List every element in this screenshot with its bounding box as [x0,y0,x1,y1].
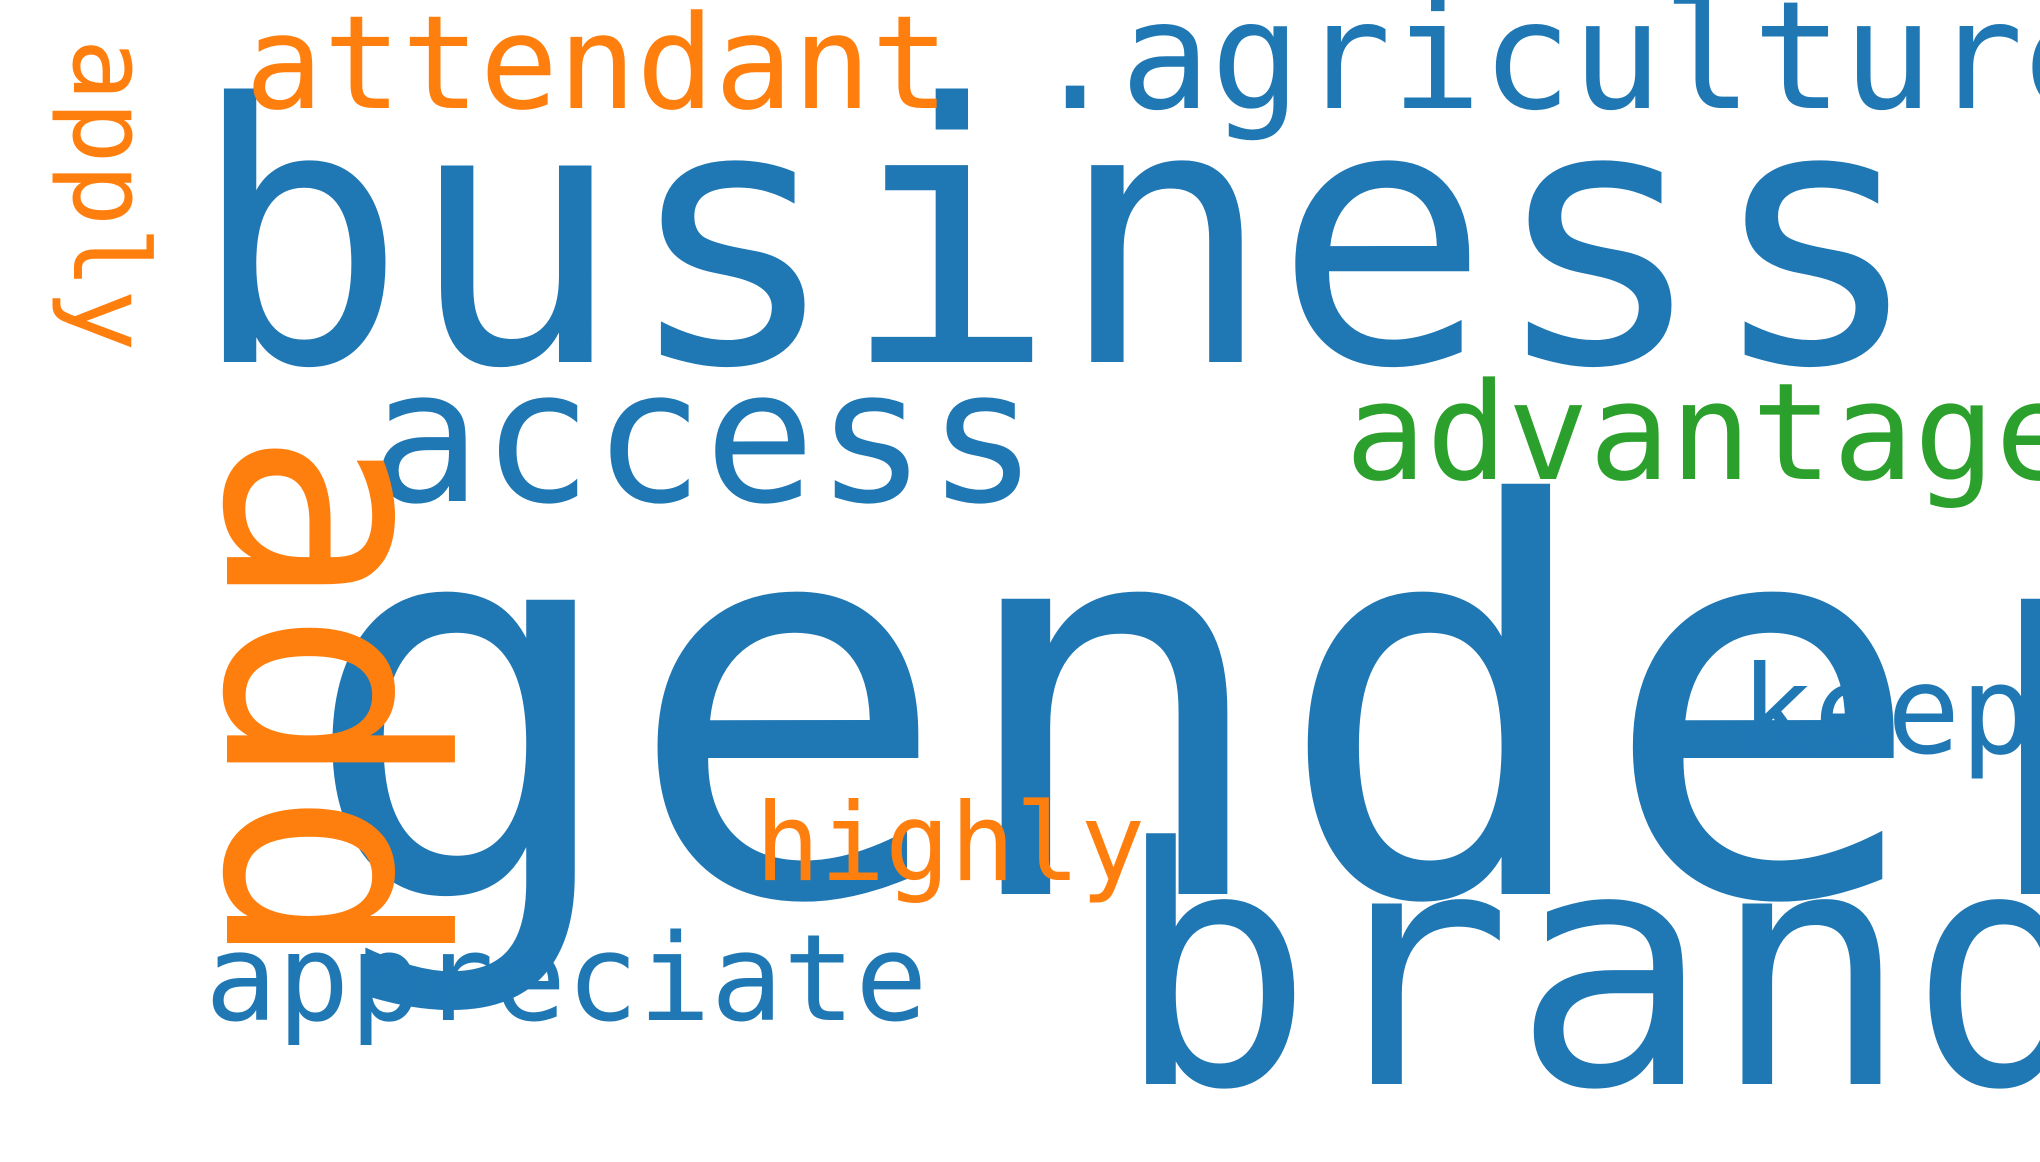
word-agriculture: .agriculture [1030,0,2040,132]
word-period: . [1030,0,1121,144]
word-access: access [370,329,1039,545]
word-gender: gender [300,394,2040,1022]
word-keep: keep [1740,640,2034,782]
word-apply: apply [49,38,171,352]
word-attendant: attendant [245,0,950,139]
word-agriculture-text: agriculture [1120,0,2040,144]
word-cloud: business gender brand access .agricultur… [49,0,2040,1135]
word-add: add [156,429,505,971]
word-brand: brand [1115,778,2040,1162]
word-appreciate: appreciate [205,910,928,1049]
word-business: business [190,28,1924,447]
word-highly: highly [755,781,1146,906]
word-advantage: advantage [1345,354,2040,511]
